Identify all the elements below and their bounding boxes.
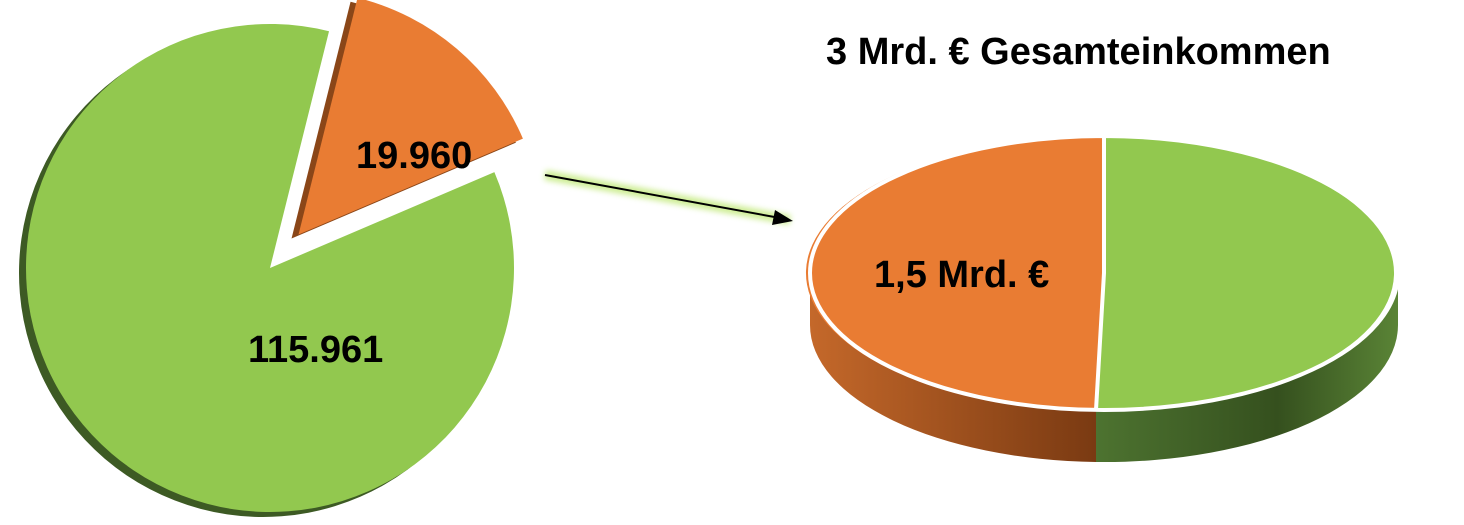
pie-side-orange [810, 273, 1096, 462]
chart-title: 3 Mrd. € Gesamteinkommen [826, 31, 1331, 73]
pie-side-green [1096, 273, 1399, 463]
label-115961: 115.961 [248, 329, 383, 371]
pie-slice-115961 [26, 24, 515, 513]
left-pie [18, 0, 523, 517]
arrow-head-icon [772, 210, 793, 225]
pie-slice-19960 [298, 0, 523, 235]
right-pie [805, 134, 1401, 463]
label-1-5-mrd: 1,5 Mrd. € [874, 254, 1049, 296]
label-19960: 19.960 [356, 135, 472, 177]
pie-slice-1-5-mrd [805, 135, 1104, 411]
connector-arrow [544, 170, 793, 225]
pie-rim [808, 134, 1401, 412]
pie-slice-green-right [1096, 136, 1395, 411]
